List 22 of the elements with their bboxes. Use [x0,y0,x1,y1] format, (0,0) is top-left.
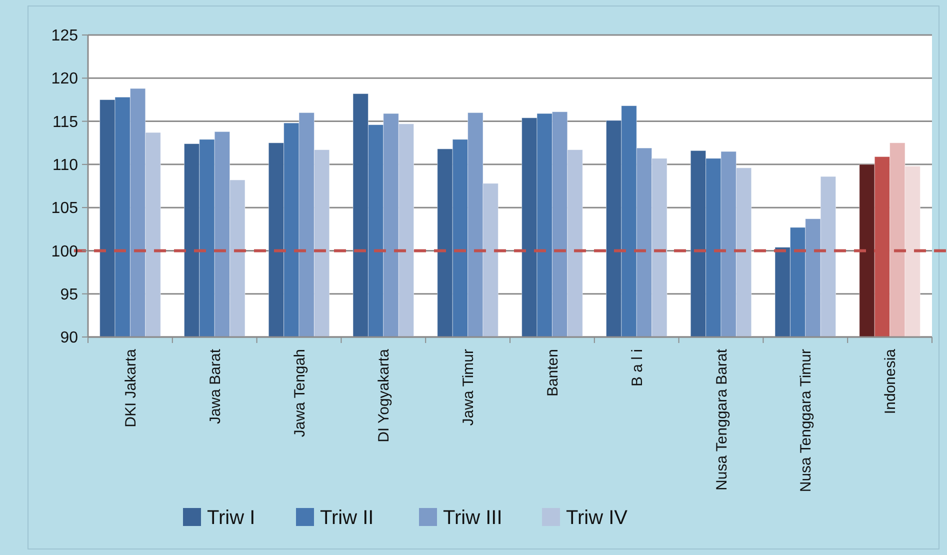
legend-label: Triw II [320,507,374,529]
y-tick-label: 105 [51,200,78,218]
y-tick-label: 110 [52,157,78,174]
x-tick-label: Indonesia [882,348,900,414]
x-tick-label: Jawa Barat [206,348,224,424]
legend-label: Triw I [207,507,256,529]
x-tick-label: Jawa Tengah [291,349,308,438]
y-tick-label: 120 [51,70,78,88]
y-tick-label: 95 [60,286,78,304]
x-tick-label: Jawa Timur [460,349,478,426]
x-tick-label: B a l i [628,349,646,387]
x-tick-label: Banten [544,349,562,397]
legend-label: Triw IV [566,507,628,529]
x-tick-label: Nusa Tenggara Barat [713,348,730,490]
y-tick-label: 90 [60,330,78,347]
legend-label: Triw III [443,507,502,529]
x-tick-label: Nusa Tenggara Timur [798,349,815,492]
x-tick-label: DKI Jakarta [122,348,140,428]
y-tick-label: 125 [51,28,78,45]
y-tick-label: 100 [51,243,78,260]
y-tick-label: 115 [52,114,78,131]
x-tick-label: DI Yogyakarta [376,348,393,442]
